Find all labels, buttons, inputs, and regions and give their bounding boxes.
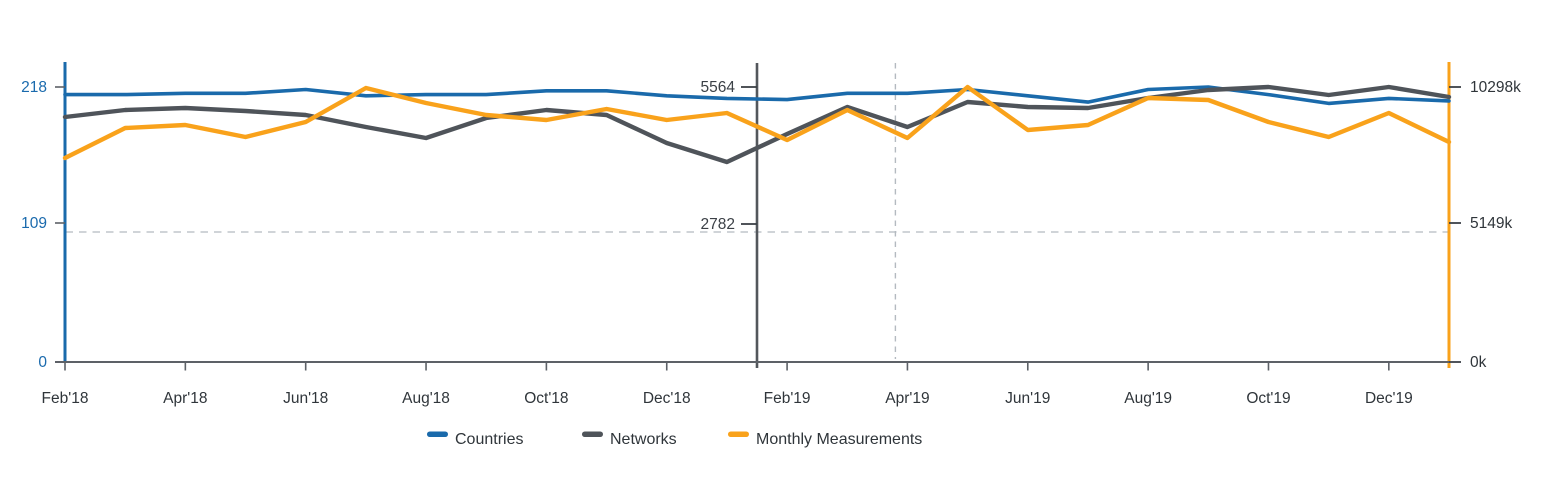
x-axis-tick-label: Jun'19 (1005, 390, 1050, 407)
x-axis-tick-label: Oct'19 (1246, 390, 1290, 407)
series-line-monthly-measurements[interactable] (62, 84, 1452, 161)
x-axis-tick-label: Feb'19 (764, 390, 811, 407)
inner-axis-tick-label: 5564 (701, 79, 736, 96)
x-axis-tick-label: Jun'18 (283, 390, 328, 407)
x-axis-labels: Feb'18 Apr'18 Jun'18 Aug'18 Oct'18 Dec'18 Feb'… (42, 362, 1413, 407)
x-axis-tick-label: Oct'18 (524, 390, 568, 407)
left-axis-tick-label: 0 (38, 354, 47, 371)
legend-label: Networks (610, 431, 677, 448)
x-axis-tick-label: Aug'18 (402, 390, 450, 407)
inner-axis-tick-label: 2782 (701, 216, 735, 233)
left-axis-tick-label: 218 (21, 79, 47, 96)
right-axis-tick-label: 0k (1470, 354, 1487, 371)
chart-legend: Countries Networks Monthly Measurements (427, 431, 922, 448)
axes (55, 62, 1461, 368)
right-axis-tick-label: 5149k (1470, 215, 1512, 232)
right-axis-tick-label: 10298k (1470, 79, 1521, 96)
legend-marker (728, 431, 749, 437)
legend-marker (582, 431, 603, 437)
x-axis-tick-label: Apr'18 (163, 390, 207, 407)
x-axis-tick-label: Dec'19 (1365, 390, 1413, 407)
series-lines (62, 84, 1452, 165)
legend-item-monthly-measurements[interactable]: Monthly Measurements (728, 431, 922, 448)
legend-marker (427, 431, 448, 437)
legend-item-networks[interactable]: Networks (582, 431, 677, 448)
annotation-lines (65, 63, 1449, 368)
legend-label: Monthly Measurements (756, 431, 922, 448)
x-axis-tick-label: Dec'18 (643, 390, 691, 407)
left-axis-tick-label: 109 (21, 215, 47, 232)
x-axis-tick-label: Aug'19 (1124, 390, 1172, 407)
legend-label: Countries (455, 431, 523, 448)
series-line-networks[interactable] (62, 84, 1452, 165)
legend-item-countries[interactable]: Countries (427, 431, 523, 448)
x-axis-tick-label: Apr'19 (885, 390, 929, 407)
x-axis-tick-label: Feb'18 (42, 390, 89, 407)
